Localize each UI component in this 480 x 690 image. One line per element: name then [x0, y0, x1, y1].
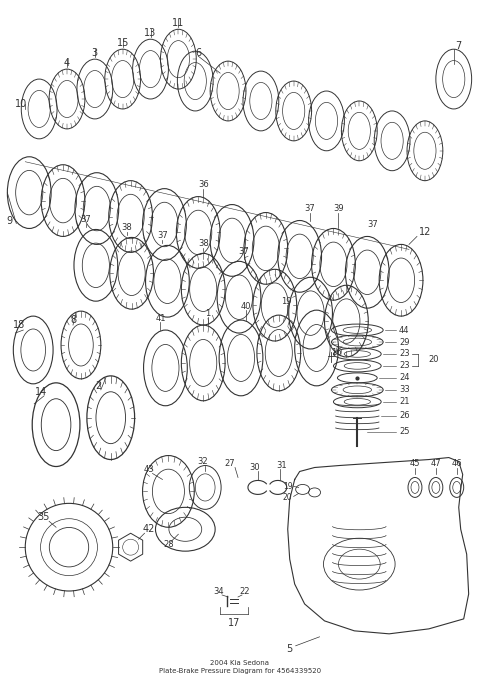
- Text: 19: 19: [283, 482, 292, 491]
- Text: 38: 38: [121, 223, 132, 232]
- Text: 43: 43: [143, 465, 154, 474]
- Text: 35: 35: [37, 512, 49, 522]
- Text: 9: 9: [6, 215, 12, 226]
- Text: 12: 12: [419, 228, 431, 237]
- Text: 31: 31: [276, 461, 287, 470]
- Text: 20: 20: [283, 493, 292, 502]
- Text: 4: 4: [64, 58, 70, 68]
- Text: 10: 10: [15, 99, 27, 109]
- Text: 25: 25: [399, 427, 409, 436]
- Text: 23: 23: [399, 349, 410, 359]
- Text: 3: 3: [92, 48, 98, 58]
- Text: 27: 27: [225, 459, 235, 468]
- Text: 15: 15: [117, 38, 129, 48]
- Text: 5: 5: [287, 644, 293, 653]
- Text: 8: 8: [70, 315, 76, 325]
- Text: 26: 26: [399, 411, 410, 420]
- Text: 29: 29: [399, 337, 409, 346]
- Text: 47: 47: [431, 459, 441, 468]
- Text: 23: 23: [399, 362, 410, 371]
- Text: 44: 44: [399, 326, 409, 335]
- Text: 39: 39: [333, 204, 344, 213]
- Text: 16: 16: [331, 348, 342, 357]
- Text: 36: 36: [198, 180, 209, 189]
- Text: 11: 11: [172, 19, 184, 28]
- Text: 37: 37: [367, 220, 378, 229]
- Text: 2: 2: [96, 381, 102, 391]
- Text: 33: 33: [399, 385, 410, 394]
- Text: 28: 28: [163, 540, 174, 549]
- Text: 40: 40: [240, 302, 251, 310]
- Text: 24: 24: [399, 373, 409, 382]
- Text: 7: 7: [456, 41, 462, 51]
- Text: 17: 17: [228, 618, 240, 628]
- Text: 13: 13: [144, 28, 156, 38]
- Text: 37: 37: [81, 215, 91, 224]
- Text: 46: 46: [451, 459, 462, 468]
- Text: 18: 18: [13, 320, 25, 330]
- Text: 37: 37: [304, 204, 315, 213]
- Text: 2004 Kia Sedona
Plate-Brake Pressure Diagram for 4564339520: 2004 Kia Sedona Plate-Brake Pressure Dia…: [159, 660, 321, 673]
- Text: 34: 34: [213, 586, 223, 595]
- Text: 14: 14: [35, 387, 48, 397]
- Text: 30: 30: [250, 463, 260, 472]
- Text: 20: 20: [428, 355, 438, 364]
- Text: 42: 42: [143, 524, 155, 534]
- Text: 37: 37: [157, 231, 168, 240]
- Text: 22: 22: [240, 586, 250, 595]
- Text: 41: 41: [155, 314, 166, 323]
- Text: 32: 32: [197, 457, 207, 466]
- Text: 38: 38: [198, 239, 209, 248]
- Text: 45: 45: [410, 459, 420, 468]
- Text: 21: 21: [399, 397, 409, 406]
- Text: 37: 37: [239, 247, 249, 256]
- Text: 6: 6: [195, 48, 201, 58]
- Text: 1: 1: [205, 308, 211, 317]
- Text: 19: 19: [281, 297, 292, 306]
